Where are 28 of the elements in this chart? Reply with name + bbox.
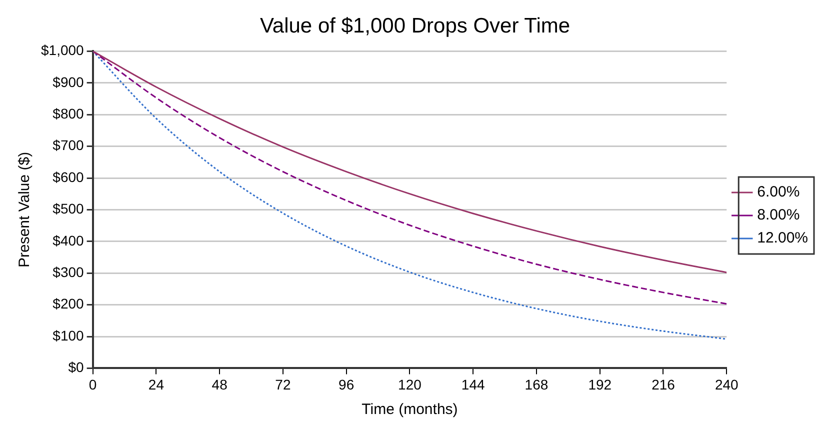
legend-label: 12.00% bbox=[757, 230, 808, 247]
y-tick-label: $300 bbox=[52, 264, 84, 280]
y-tick-label: $500 bbox=[52, 200, 84, 217]
y-tick-label: $900 bbox=[52, 74, 84, 90]
legend-label: 8.00% bbox=[757, 206, 800, 224]
x-tick-label: 192 bbox=[588, 376, 612, 392]
x-tick-label: 216 bbox=[652, 376, 676, 392]
x-tick-label: 48 bbox=[212, 376, 228, 392]
x-tick-label: 72 bbox=[275, 376, 291, 392]
y-axis-title: Present Value ($) bbox=[16, 152, 34, 268]
x-tick-label: 24 bbox=[148, 376, 164, 392]
y-tick-label: $1,000 bbox=[40, 42, 84, 58]
y-tick-label: $0 bbox=[68, 359, 84, 376]
legend-label: 6.00% bbox=[757, 184, 800, 201]
y-tick-label: $100 bbox=[52, 327, 84, 344]
x-tick-label: 168 bbox=[524, 376, 548, 392]
y-tick-label: $400 bbox=[52, 232, 84, 248]
x-tick-label: 240 bbox=[714, 376, 739, 392]
x-tick-label: 120 bbox=[398, 376, 422, 392]
x-tick-label: 96 bbox=[338, 376, 354, 392]
y-tick-label: $600 bbox=[52, 168, 84, 185]
chart-title: Value of $1,000 Drops Over Time bbox=[260, 14, 570, 38]
y-tick-label: $200 bbox=[52, 296, 84, 312]
x-tick-label: 144 bbox=[461, 376, 485, 392]
y-tick-label: $700 bbox=[52, 137, 84, 154]
y-tick-label: $800 bbox=[52, 105, 84, 122]
x-tick-label: 0 bbox=[88, 376, 97, 392]
x-axis-title: Time (months) bbox=[362, 401, 458, 418]
